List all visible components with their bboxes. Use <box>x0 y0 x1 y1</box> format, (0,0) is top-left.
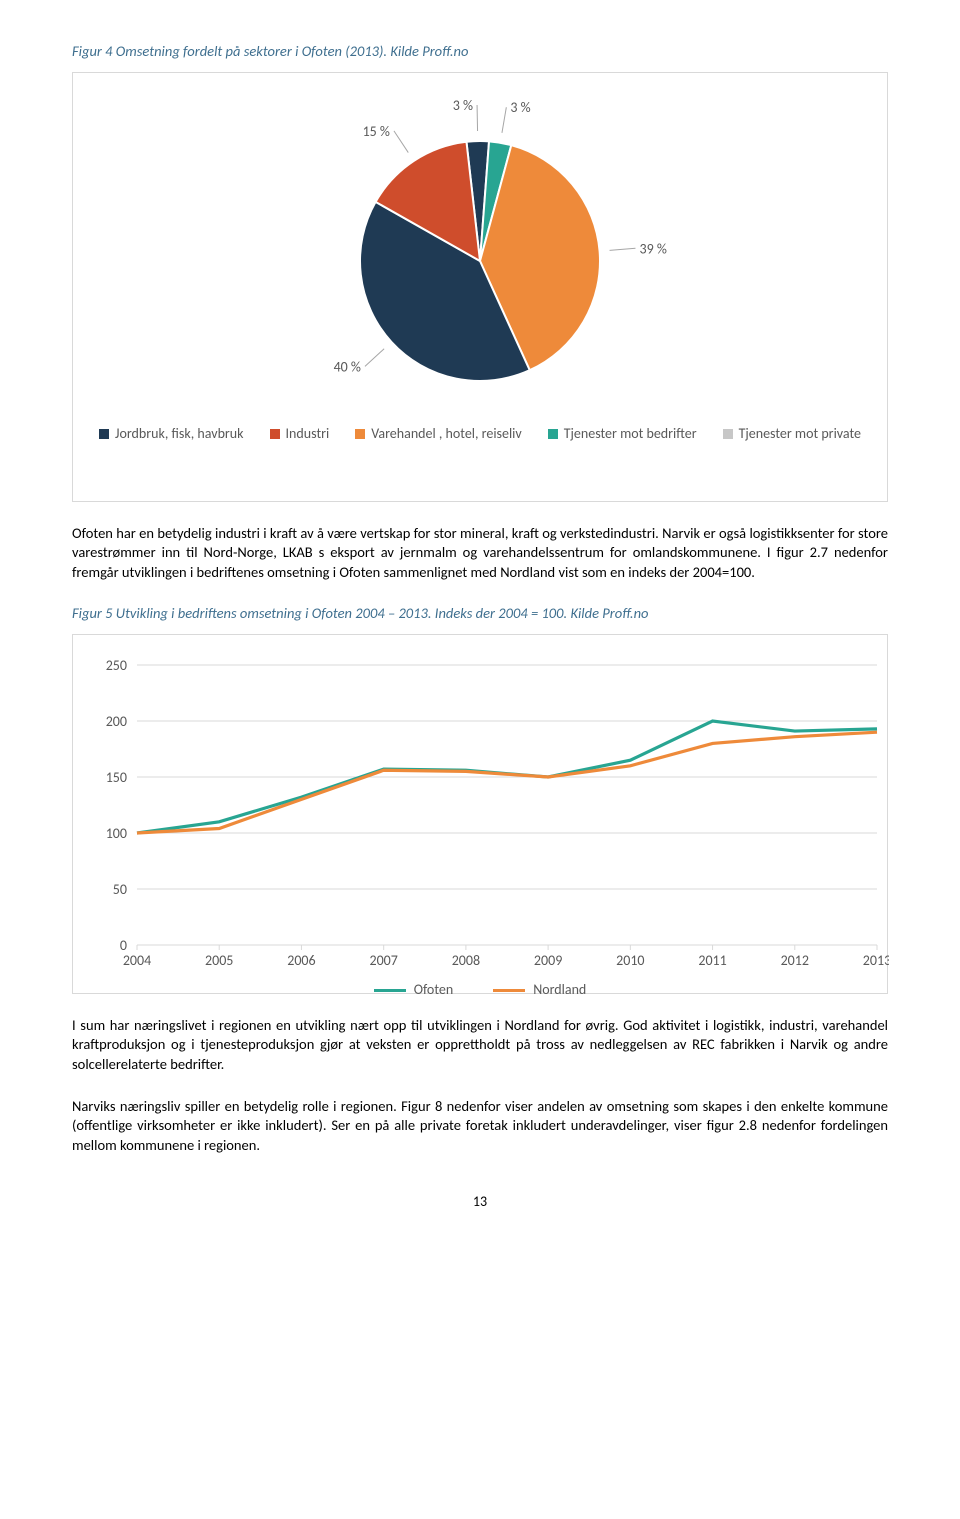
pie-legend: Jordbruk, fisk, havbruk Industri Varehande… <box>91 425 869 444</box>
svg-text:2009: 2009 <box>534 952 562 969</box>
line-legend-item: Ofoten <box>374 981 454 1000</box>
svg-text:2013: 2013 <box>863 952 889 969</box>
svg-text:40 %: 40 % <box>334 358 361 375</box>
line-legend-label: Nordland <box>533 981 586 1000</box>
pie-legend-label: Industri <box>286 425 330 444</box>
svg-text:150: 150 <box>106 769 127 786</box>
pie-legend-label: Tjenester mot bedrifter <box>564 425 697 444</box>
figure5-caption: Figur 5 Utvikling i bedriftens omsetning… <box>72 604 888 624</box>
svg-text:50: 50 <box>113 881 127 898</box>
line-legend-label: Ofoten <box>414 981 454 1000</box>
svg-text:3 %: 3 % <box>453 97 473 114</box>
svg-text:3 %: 3 % <box>510 99 530 116</box>
line-legend: Ofoten Nordland <box>91 981 869 1000</box>
svg-text:100: 100 <box>106 825 127 842</box>
svg-text:15 %: 15 % <box>363 122 390 139</box>
pie-legend-label: Tjenester mot private <box>739 425 861 444</box>
pie-legend-item: Tjenester mot bedrifter <box>548 425 697 444</box>
svg-text:2012: 2012 <box>781 952 809 969</box>
paragraph-1: Ofoten har en betydelig industri i kraft… <box>72 524 888 583</box>
svg-text:2004: 2004 <box>123 952 151 969</box>
pie-legend-item: Tjenester mot private <box>723 425 861 444</box>
pie-legend-label: Jordbruk, fisk, havbruk <box>115 425 244 444</box>
page-number: 13 <box>72 1193 888 1212</box>
pie-legend-item: Jordbruk, fisk, havbruk <box>99 425 244 444</box>
paragraph-3: Narviks næringsliv spiller en betydelig … <box>72 1097 888 1156</box>
paragraph-2: I sum har næringslivet i regionen en utv… <box>72 1016 888 1075</box>
svg-text:2005: 2005 <box>205 952 233 969</box>
svg-text:2007: 2007 <box>369 952 397 969</box>
svg-text:200: 200 <box>106 713 127 730</box>
svg-text:39 %: 39 % <box>639 240 666 257</box>
pie-legend-label: Varehandel , hotel, reiseliv <box>371 425 522 444</box>
pie-legend-item: Varehandel , hotel, reiseliv <box>355 425 522 444</box>
svg-text:2008: 2008 <box>452 952 480 969</box>
figure4-chart: 3 % 3 % 39 % 40 % 15 % Jordbruk, fisk, havbr… <box>72 72 888 502</box>
svg-text:2010: 2010 <box>616 952 644 969</box>
line-svg: 0501001502002502004200520062007200820092… <box>91 653 889 971</box>
figure4-caption: Figur 4 Omsetning fordelt på sektorer i … <box>72 42 888 62</box>
pie-svg: 3 % 3 % 39 % 40 % 15 % <box>200 91 760 411</box>
line-legend-item: Nordland <box>493 981 586 1000</box>
svg-text:2006: 2006 <box>287 952 315 969</box>
pie-legend-item: Industri <box>270 425 330 444</box>
figure5-chart: 0501001502002502004200520062007200820092… <box>72 634 888 994</box>
svg-text:2011: 2011 <box>698 952 726 969</box>
svg-text:250: 250 <box>106 657 127 674</box>
